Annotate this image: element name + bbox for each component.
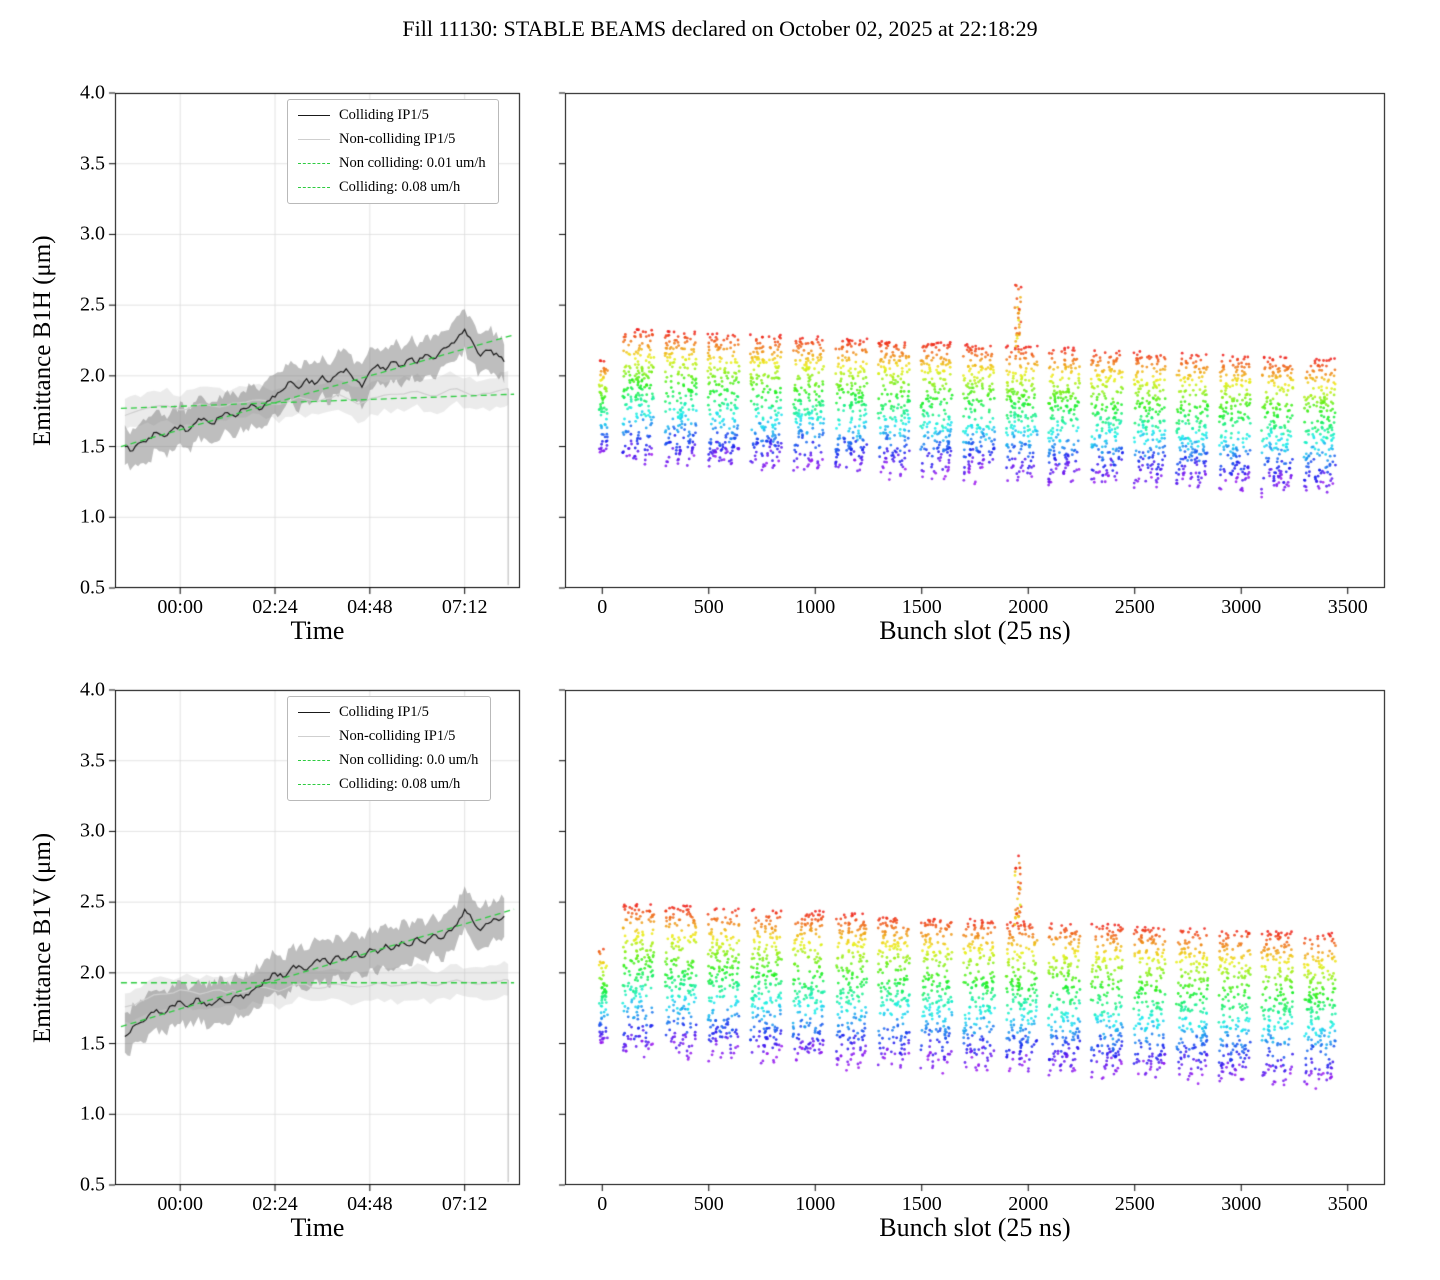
- y-tick-label: 0.5: [80, 576, 105, 599]
- x-tick-label: 0: [597, 1193, 608, 1215]
- y-tick-label: 2.0: [80, 961, 105, 984]
- legend: Colliding IP1/5 Non-colliding IP1/5 Non co…: [287, 99, 499, 204]
- y-tick-label: 1.5: [80, 1032, 105, 1055]
- x-axis-label-bunch-top: Bunch slot (25 ns): [879, 616, 1071, 645]
- legend-entry: Non colliding: 0.0 um/h: [298, 752, 478, 769]
- x-tick-label: 2500: [1114, 596, 1155, 618]
- x-tick-label: 3000: [1221, 596, 1262, 618]
- y-tick-label: 3.0: [80, 819, 105, 842]
- legend-dash-green-sample: [298, 784, 330, 785]
- x-tick-label: 07:12: [441, 1193, 488, 1215]
- y-tick-label: 2.0: [80, 364, 105, 387]
- x-tick-label: 00:00: [157, 1193, 203, 1215]
- y-tick-label: 1.0: [80, 505, 105, 528]
- x-tick-label: 500: [693, 596, 724, 618]
- x-tick-label: 2000: [1008, 596, 1049, 618]
- y-tick-label: 1.0: [80, 1102, 105, 1125]
- legend-label: Non-colliding IP1/5: [339, 131, 456, 147]
- x-axis-label-time-top: Time: [290, 616, 345, 645]
- x-tick-label: 2500: [1114, 1193, 1155, 1215]
- y-tick-label: 3.0: [80, 222, 105, 245]
- legend-entry: Colliding: 0.08 um/h: [298, 776, 478, 793]
- legend-label: Colliding IP1/5: [339, 704, 429, 720]
- x-tick-label: 3000: [1221, 1193, 1262, 1215]
- legend-entry: Non-colliding IP1/5: [298, 131, 486, 148]
- x-tick-label: 1500: [901, 596, 942, 618]
- legend-entry: Non colliding: 0.01 um/h: [298, 155, 486, 172]
- legend: Colliding IP1/5 Non-colliding IP1/5 Non co…: [287, 696, 492, 801]
- legend-label: Colliding: 0.08 um/h: [339, 179, 461, 195]
- legend-entry: Colliding IP1/5: [298, 704, 478, 721]
- x-axis-label-bunch-bottom: Bunch slot (25 ns): [879, 1213, 1071, 1242]
- y-tick-label: 4.0: [80, 81, 105, 104]
- legend-entry: Colliding IP1/5: [298, 107, 486, 124]
- legend-label: Colliding IP1/5: [339, 107, 429, 123]
- x-tick-label: 02:24: [252, 596, 298, 618]
- x-tick-label: 3500: [1327, 1193, 1368, 1215]
- legend-line-gray-sample: [298, 139, 330, 140]
- x-tick-label: 1500: [901, 1193, 942, 1215]
- y-tick-label: 2.5: [80, 293, 105, 316]
- legend-label: Non-colliding IP1/5: [339, 728, 456, 744]
- legend-line-gray-sample: [298, 736, 330, 737]
- legend-dash-green-sample: [298, 187, 330, 188]
- legend-dash-green-sample: [298, 163, 330, 164]
- x-tick-label: 3500: [1327, 596, 1368, 618]
- x-tick-label: 0: [597, 596, 608, 618]
- x-tick-label: 500: [693, 1193, 724, 1215]
- x-tick-label: 1000: [795, 1193, 836, 1215]
- legend-line-black-sample: [298, 115, 330, 116]
- legend-dash-green-sample: [298, 760, 330, 761]
- x-axis-label-time-bottom: Time: [290, 1213, 345, 1242]
- y-tick-label: 1.5: [80, 435, 105, 458]
- legend-entry: Non-colliding IP1/5: [298, 728, 478, 745]
- x-tick-label: 1000: [795, 596, 836, 618]
- legend-label: Colliding: 0.08 um/h: [339, 776, 461, 792]
- y-axis-label-b1h: Emittance B1H (μm): [29, 235, 56, 446]
- x-tick-label: 00:00: [157, 596, 203, 618]
- x-tick-label: 04:48: [347, 1193, 393, 1215]
- legend-label: Non colliding: 0.01 um/h: [339, 155, 486, 171]
- y-tick-label: 3.5: [80, 152, 105, 175]
- y-tick-label: 0.5: [80, 1173, 105, 1196]
- legend-label: Non colliding: 0.0 um/h: [339, 752, 479, 768]
- legend-entry: Colliding: 0.08 um/h: [298, 179, 486, 196]
- x-tick-label: 2000: [1008, 1193, 1049, 1215]
- y-tick-label: 4.0: [80, 678, 105, 701]
- x-tick-label: 04:48: [347, 596, 393, 618]
- y-tick-label: 2.5: [80, 890, 105, 913]
- y-tick-label: 3.5: [80, 749, 105, 772]
- x-tick-label: 07:12: [441, 596, 488, 618]
- y-axis-label-b1v: Emittance B1V (μm): [29, 832, 56, 1043]
- legend-line-black-sample: [298, 712, 330, 713]
- x-tick-label: 02:24: [252, 1193, 298, 1215]
